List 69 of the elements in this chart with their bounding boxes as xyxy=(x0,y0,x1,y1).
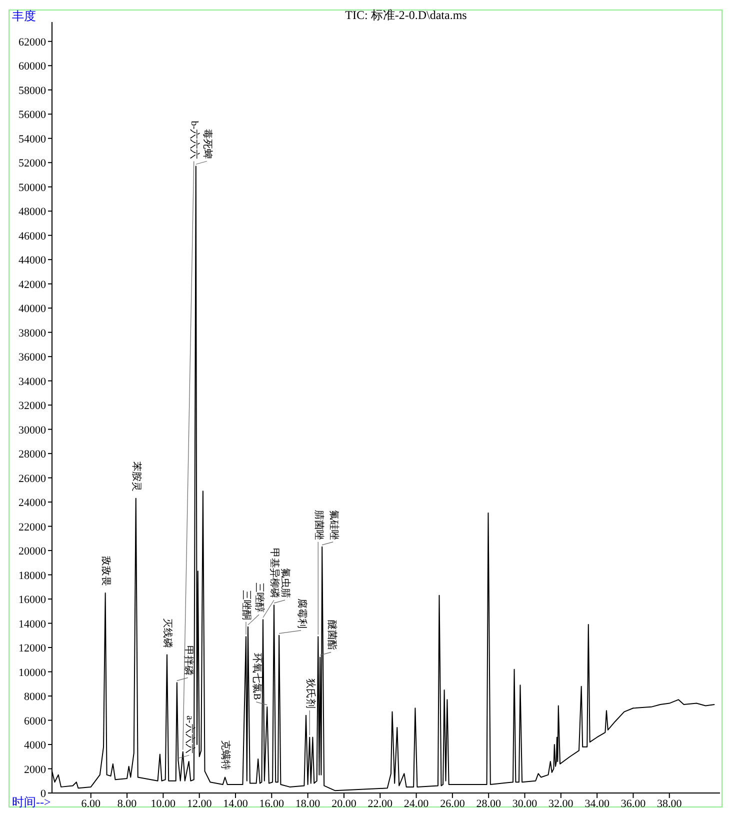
chart-title: TIC: 标准-2-0.D\data.ms xyxy=(345,8,468,22)
y-tick-label: 6000 xyxy=(24,715,46,728)
y-tick-label: 28000 xyxy=(18,448,46,461)
x-tick-label: 36.00 xyxy=(620,798,646,810)
y-tick-label: 56000 xyxy=(18,109,46,122)
y-tick-label: 50000 xyxy=(18,182,46,194)
y-tick-label: 22000 xyxy=(18,521,46,534)
x-tick-label: 20.00 xyxy=(332,798,357,810)
x-tick-label: 22.00 xyxy=(368,798,393,810)
annotation: 甲拌磷 xyxy=(182,646,195,676)
y-tick-label: 36000 xyxy=(18,352,46,364)
x-tick-label: 8.00 xyxy=(117,798,138,810)
x-tick-label: 30.00 xyxy=(512,798,538,810)
x-tick-label: 16.00 xyxy=(259,798,285,810)
annotation: 灭线磷 xyxy=(162,618,174,648)
x-tick-label: 28.00 xyxy=(476,798,502,810)
y-tick-label: 16000 xyxy=(18,594,46,606)
y-tick-label: 62000 xyxy=(18,36,46,48)
x-tick-label: 10.00 xyxy=(150,798,176,810)
y-tick-label: 40000 xyxy=(18,303,46,316)
y-tick-label: 34000 xyxy=(18,376,46,388)
x-tick-label: 26.00 xyxy=(440,798,466,810)
annotation: 环氧七氯B xyxy=(250,653,263,700)
y-tick-label: 18000 xyxy=(18,570,46,582)
annotation: 醚菌酯 xyxy=(326,620,338,650)
x-tick-label: 12.00 xyxy=(186,798,212,810)
y-tick-label: 0 xyxy=(40,788,46,800)
annotation: 三唑酮 xyxy=(240,590,253,620)
y-tick-label: 24000 xyxy=(18,497,46,510)
annotation: 苯胺灵 xyxy=(130,461,143,492)
annotation: 甲基异柳磷 xyxy=(268,548,281,598)
x-tick-label: 6.00 xyxy=(81,798,101,810)
annotation: 腐霉利 xyxy=(296,598,308,628)
annotation: 氟硅唑 xyxy=(328,510,340,540)
annotation: 毒死蜱 xyxy=(202,129,214,160)
y-tick-label: 2000 xyxy=(24,764,46,776)
y-tick-label: 44000 xyxy=(18,254,46,267)
annotation: b-六六六 xyxy=(188,120,201,160)
y-axis-title: 丰度 xyxy=(12,9,36,23)
y-tick-label: 58000 xyxy=(18,84,46,97)
annotation: 敌敌畏 xyxy=(100,556,112,586)
y-tick-label: 26000 xyxy=(18,472,46,485)
x-tick-label: 34.00 xyxy=(584,798,610,810)
annotation: 克螨特 xyxy=(220,740,232,770)
y-tick-label: 14000 xyxy=(18,618,46,630)
x-tick-label: 24.00 xyxy=(404,798,430,810)
y-tick-label: 42000 xyxy=(18,278,46,291)
y-tick-label: 48000 xyxy=(18,206,46,218)
y-tick-label: 8000 xyxy=(24,691,46,704)
annotation: 狄氏剂 xyxy=(304,678,316,708)
x-tick-label: 18.00 xyxy=(295,798,321,810)
y-tick-label: 60000 xyxy=(18,60,46,73)
x-tick-label: 38.00 xyxy=(657,798,682,810)
x-tick-label: 14.00 xyxy=(223,798,248,810)
y-tick-label: 54000 xyxy=(18,133,46,146)
y-tick-label: 52000 xyxy=(18,158,46,170)
y-tick-label: 12000 xyxy=(18,642,46,655)
x-tick-label: 32.00 xyxy=(548,798,574,810)
annotation: 氟虫腈 xyxy=(280,568,292,598)
y-tick-label: 46000 xyxy=(18,230,46,242)
y-tick-label: 30000 xyxy=(18,424,46,436)
y-tick-label: 32000 xyxy=(18,400,46,412)
y-tick-label: 38000 xyxy=(18,327,46,340)
y-tick-label: 10000 xyxy=(18,666,46,679)
annotation: a-六六六 xyxy=(184,715,196,754)
y-tick-label: 20000 xyxy=(18,546,46,558)
annotation: 三唑醇 xyxy=(254,582,266,613)
annotation: 腈菌唑 xyxy=(312,510,325,540)
y-tick-label: 4000 xyxy=(24,740,46,752)
